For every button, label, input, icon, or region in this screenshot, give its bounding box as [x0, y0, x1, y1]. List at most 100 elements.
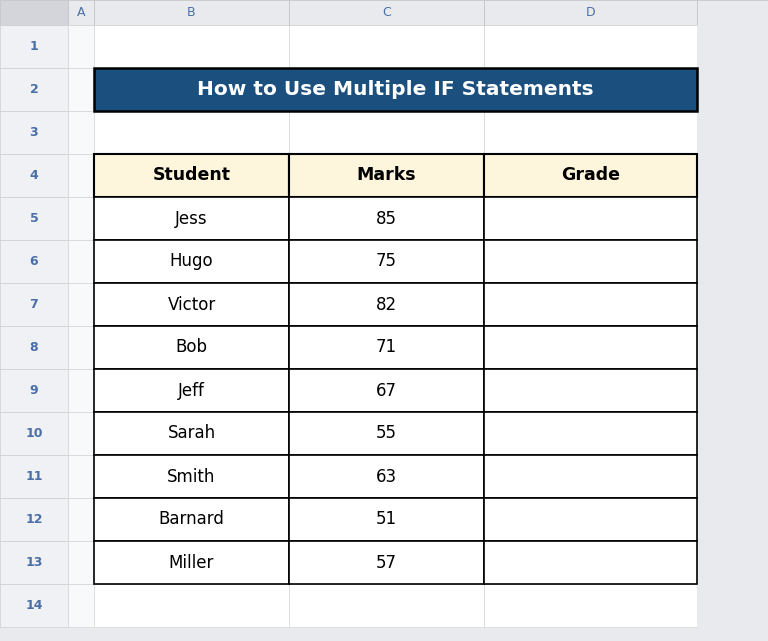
Bar [94, 412, 289, 455]
Bar [484, 369, 697, 412]
Bar [68, 369, 94, 412]
Bar [94, 498, 289, 541]
Bar [0, 111, 68, 154]
Bar [484, 326, 697, 369]
Text: 14: 14 [25, 599, 43, 612]
Bar [94, 154, 289, 197]
Text: A: A [77, 6, 85, 19]
Bar [94, 197, 289, 240]
Bar [94, 197, 289, 240]
Text: Smith: Smith [167, 467, 216, 485]
Text: 1: 1 [30, 40, 38, 53]
Bar [289, 197, 484, 240]
Bar [94, 68, 289, 111]
Bar [697, 498, 768, 541]
Bar [94, 0, 289, 25]
Bar [68, 412, 94, 455]
Bar [0, 240, 68, 283]
Bar [289, 111, 484, 154]
Bar [289, 154, 484, 197]
Bar [0, 154, 68, 197]
Text: Jess: Jess [175, 210, 208, 228]
Bar [697, 154, 768, 197]
Bar [289, 283, 484, 326]
Bar [68, 111, 94, 154]
Bar [697, 455, 768, 498]
Bar [94, 240, 289, 283]
Bar [697, 326, 768, 369]
Bar [697, 111, 768, 154]
Text: Hugo: Hugo [170, 253, 214, 271]
Bar [68, 584, 94, 627]
Text: 2: 2 [30, 83, 38, 96]
Bar [0, 197, 68, 240]
Bar [289, 369, 484, 412]
Bar [94, 326, 289, 369]
Bar [697, 25, 768, 68]
Bar [697, 584, 768, 627]
Bar [289, 25, 484, 68]
Text: 11: 11 [25, 470, 43, 483]
Text: 75: 75 [376, 253, 397, 271]
Bar [484, 412, 697, 455]
Bar [94, 584, 289, 627]
Bar [484, 541, 697, 584]
Bar [68, 68, 94, 111]
Text: 8: 8 [30, 341, 38, 354]
Bar [289, 412, 484, 455]
Text: 6: 6 [30, 255, 38, 268]
Bar [697, 197, 768, 240]
Text: Marks: Marks [356, 167, 416, 185]
Bar [94, 240, 289, 283]
Text: Barnard: Barnard [158, 510, 224, 528]
Text: Student: Student [153, 167, 230, 185]
Bar [484, 326, 697, 369]
Bar [484, 111, 697, 154]
Bar [484, 541, 697, 584]
Bar [484, 498, 697, 541]
Bar [697, 0, 768, 25]
Bar [484, 0, 697, 25]
Text: 9: 9 [30, 384, 38, 397]
Bar [289, 412, 484, 455]
Text: Jeff: Jeff [178, 381, 205, 399]
Text: How to Use Multiple IF Statements: How to Use Multiple IF Statements [197, 80, 594, 99]
Bar [697, 541, 768, 584]
Bar [484, 197, 697, 240]
Text: 57: 57 [376, 553, 397, 572]
Bar [484, 68, 697, 111]
Bar [0, 326, 68, 369]
Bar [94, 541, 289, 584]
Bar [484, 154, 697, 197]
Bar [94, 283, 289, 326]
Bar [484, 240, 697, 283]
Text: 71: 71 [376, 338, 397, 356]
Bar [289, 154, 484, 197]
Bar [289, 283, 484, 326]
Text: 82: 82 [376, 296, 397, 313]
Bar [94, 111, 289, 154]
Text: C: C [382, 6, 391, 19]
Bar [0, 412, 68, 455]
Bar [289, 240, 484, 283]
Bar [0, 584, 68, 627]
Text: 10: 10 [25, 427, 43, 440]
Bar [94, 283, 289, 326]
Text: 85: 85 [376, 210, 397, 228]
Bar [289, 541, 484, 584]
Bar [68, 455, 94, 498]
Bar [289, 455, 484, 498]
Text: 67: 67 [376, 381, 397, 399]
Bar [94, 455, 289, 498]
Bar [0, 68, 68, 111]
Bar [94, 369, 289, 412]
Bar [289, 68, 484, 111]
Text: Grade: Grade [561, 167, 620, 185]
Bar [94, 326, 289, 369]
Bar [484, 498, 697, 541]
Bar [94, 68, 697, 111]
Bar [484, 412, 697, 455]
Text: 55: 55 [376, 424, 397, 442]
Text: 51: 51 [376, 510, 397, 528]
Bar [289, 326, 484, 369]
